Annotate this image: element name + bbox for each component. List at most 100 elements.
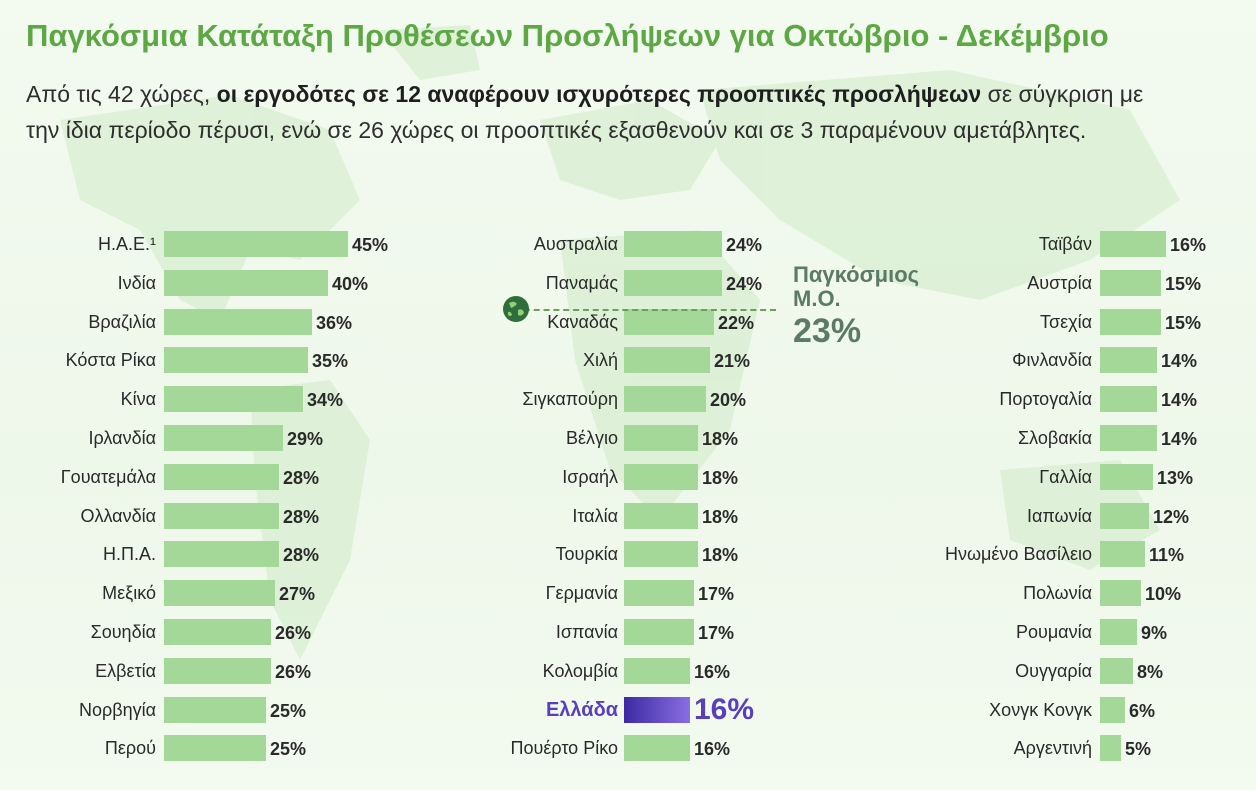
bar bbox=[164, 735, 266, 761]
value-label: 24% bbox=[726, 235, 763, 255]
country-label: Ισπανία bbox=[555, 622, 618, 642]
value-label: 24% bbox=[726, 274, 763, 294]
subtitle-part-2: σε σύγκριση με την ίδια περίοδο πέρυσι, … bbox=[26, 81, 1144, 143]
bar bbox=[1100, 580, 1141, 606]
chart-title: Παγκόσμια Κατάταξη Προθέσεων Προσλήψεων … bbox=[26, 18, 1109, 53]
country-label: Πολωνία bbox=[1023, 583, 1092, 603]
country-label: Νορβηγία bbox=[78, 700, 156, 720]
value-label: 16% bbox=[694, 739, 731, 759]
bar bbox=[624, 503, 698, 529]
country-label: Ηνωμένο Βασίλειο bbox=[944, 544, 1092, 564]
value-label: 28% bbox=[283, 545, 320, 565]
bar bbox=[164, 503, 279, 529]
country-label: Ουγγαρία bbox=[1015, 661, 1092, 681]
bar bbox=[624, 425, 698, 451]
country-label: Μεξικό bbox=[102, 583, 156, 603]
value-label: 18% bbox=[702, 429, 739, 449]
value-label: 16% bbox=[694, 662, 731, 682]
country-label: Αργεντινή bbox=[1013, 738, 1092, 758]
country-label: Ταϊβάν bbox=[1038, 234, 1092, 254]
bar bbox=[1100, 619, 1137, 645]
value-label: 10% bbox=[1145, 584, 1182, 604]
country-label: Κολομβία bbox=[542, 661, 618, 681]
bar bbox=[624, 658, 690, 684]
bar bbox=[624, 580, 694, 606]
bar bbox=[164, 697, 266, 723]
country-label: Χονγκ Κονγκ bbox=[989, 700, 1092, 720]
country-label: Τουρκία bbox=[555, 544, 618, 564]
global-average-label: Παγκόσμιος Μ.Ο. bbox=[793, 262, 920, 311]
value-label: 22% bbox=[718, 313, 755, 333]
country-label: Σιγκαπούρη bbox=[522, 389, 618, 409]
country-label: Ιαπωνία bbox=[1026, 506, 1092, 526]
chart-subtitle: Από τις 42 χώρες, οι εργοδότες σε 12 ανα… bbox=[26, 76, 1176, 148]
value-label: 14% bbox=[1161, 429, 1198, 449]
country-label: Ελλάδα bbox=[545, 699, 618, 721]
value-label: 26% bbox=[275, 662, 312, 682]
bar bbox=[1100, 270, 1161, 296]
bar bbox=[1100, 658, 1133, 684]
country-label: Κόστα Ρίκα bbox=[65, 350, 156, 370]
country-label: Βέλγιο bbox=[565, 428, 618, 448]
bar bbox=[164, 270, 328, 296]
bar bbox=[1100, 503, 1149, 529]
country-label: Ιρλανδία bbox=[88, 428, 156, 448]
value-label: 34% bbox=[307, 390, 344, 410]
country-label: Ρουμανία bbox=[1015, 622, 1092, 642]
country-label: Βραζιλία bbox=[88, 312, 156, 332]
country-label: Περού bbox=[104, 738, 156, 758]
bar bbox=[164, 541, 279, 567]
country-label: Η.Π.Α. bbox=[102, 544, 156, 564]
bar bbox=[164, 619, 271, 645]
bar bbox=[1100, 425, 1157, 451]
value-label: 28% bbox=[283, 507, 320, 527]
value-label: 18% bbox=[702, 545, 739, 565]
value-label: 12% bbox=[1153, 507, 1190, 527]
value-label: 25% bbox=[270, 701, 307, 721]
value-label: 8% bbox=[1137, 662, 1164, 682]
country-label: Τσεχία bbox=[1039, 312, 1092, 332]
value-label: 36% bbox=[316, 313, 353, 333]
value-label: 28% bbox=[283, 468, 320, 488]
value-label: 11% bbox=[1149, 545, 1185, 565]
value-label: 17% bbox=[698, 584, 735, 604]
bar bbox=[624, 619, 694, 645]
value-label: 20% bbox=[710, 390, 747, 410]
value-label: 25% bbox=[270, 739, 307, 759]
bar bbox=[624, 697, 690, 723]
value-label: 35% bbox=[312, 351, 349, 371]
value-label: 14% bbox=[1161, 351, 1198, 371]
bar bbox=[624, 464, 698, 490]
value-label: 6% bbox=[1129, 701, 1156, 721]
value-label: 16% bbox=[694, 693, 755, 726]
bar bbox=[164, 425, 283, 451]
country-label: Γαλλία bbox=[1039, 467, 1092, 487]
country-label: Αυστρία bbox=[1027, 273, 1092, 293]
value-label: 14% bbox=[1161, 390, 1198, 410]
country-label: Σλοβακία bbox=[1017, 428, 1092, 448]
value-label: 15% bbox=[1165, 274, 1202, 294]
country-label: Παναμάς bbox=[545, 273, 618, 293]
value-label: 18% bbox=[702, 468, 739, 488]
country-label: Αυστραλία bbox=[533, 234, 618, 254]
value-label: 13% bbox=[1157, 468, 1194, 488]
country-label: Κίνα bbox=[120, 389, 156, 409]
bar bbox=[1100, 697, 1125, 723]
bar bbox=[1100, 464, 1153, 490]
bar bbox=[1100, 541, 1145, 567]
country-label: Ιταλία bbox=[572, 506, 618, 526]
value-label: 17% bbox=[698, 623, 735, 643]
country-label: Η.Α.Ε.¹ bbox=[97, 234, 156, 254]
bar bbox=[1100, 386, 1157, 412]
country-label: Ινδία bbox=[117, 273, 156, 293]
bar bbox=[624, 270, 722, 296]
bar bbox=[164, 347, 308, 373]
global-average-value: 23% bbox=[793, 312, 862, 350]
value-label: 15% bbox=[1165, 313, 1202, 333]
value-label: 27% bbox=[279, 584, 316, 604]
bar bbox=[164, 580, 275, 606]
bar bbox=[164, 464, 279, 490]
value-label: 18% bbox=[702, 507, 739, 527]
value-label: 40% bbox=[332, 274, 369, 294]
